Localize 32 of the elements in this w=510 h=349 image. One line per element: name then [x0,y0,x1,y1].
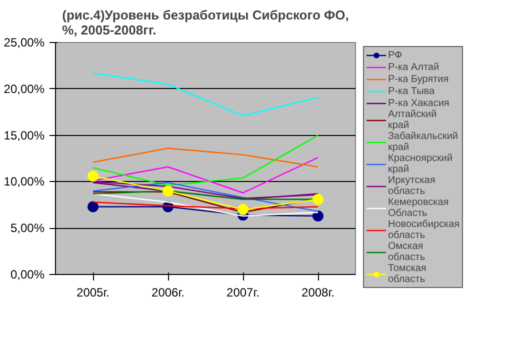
legend-label: Алтайский край [388,109,437,131]
legend-label: Омская область [388,241,426,263]
y-tick-label: 25,00% [4,36,45,50]
legend-label: Забайкальский край [388,131,458,153]
x-tick-label: 2006г. [152,286,184,300]
point [88,201,98,212]
legend-label: РФ [388,49,404,61]
point [312,194,324,205]
line-series [92,148,319,168]
line-series [92,72,319,116]
y-tick-label: 15,00% [4,128,45,142]
point [162,185,174,196]
x-tick-label: 2005г. [76,286,110,300]
legend-label: Иркутская область [388,175,436,197]
legend-label: Р-ка Алтай [388,61,440,73]
legend-label: Новосибирская область [388,219,460,241]
legend-label: Красноярский край [388,153,453,175]
point [88,170,98,182]
point [312,210,324,222]
x-tick-label: 2007г. [226,286,260,300]
x-tick-label: 2008г. [302,286,334,300]
y-tick-label: 10,00% [4,174,45,189]
legend-label: Томская область [388,263,426,285]
y-tick-label: 20,00% [4,82,45,96]
legend-label: Кемеровская Область [388,197,449,219]
legend-label: Р-ка Тыва [388,85,435,97]
point [238,204,248,216]
legend-label: Р-ка Хакасия [388,97,450,109]
y-tick-label: 5,00% [10,221,45,236]
y-tick-label: 0,00% [10,268,45,282]
chart-title: (рис.4)Уровень безработицы Сибрского ФО, %, 2005-2008гг. [62,8,349,38]
legend-label: Р-ка Бурятия [388,73,449,85]
